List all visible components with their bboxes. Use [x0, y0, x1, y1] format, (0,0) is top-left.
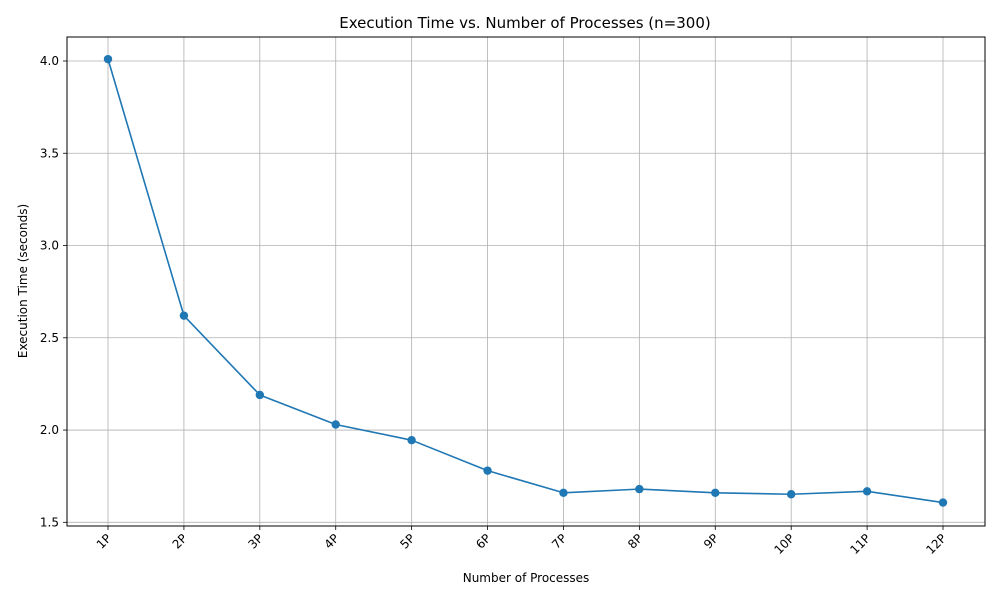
x-tick-label: 8P: [625, 531, 645, 551]
data-point-marker: [483, 466, 492, 475]
x-tick-label: 7P: [549, 531, 569, 551]
series-markers: [103, 54, 948, 507]
x-tick-label: 11P: [847, 531, 873, 557]
data-point-marker: [635, 484, 644, 494]
x-tick-label: 12P: [923, 531, 949, 557]
data-point-marker: [179, 311, 189, 320]
y-tick-label: 2.5: [40, 331, 59, 345]
y-axis-ticks: 1.5 2.0 2.5 3.0 3.5 4.0: [40, 54, 67, 529]
x-tick-label: 9P: [701, 531, 721, 551]
data-point-marker: [559, 488, 568, 497]
x-axis-label: Number of Processes: [463, 571, 590, 585]
x-tick-label: 10P: [771, 531, 797, 557]
x-tick-label: 5P: [397, 531, 417, 551]
y-tick-label: 3.5: [40, 146, 59, 160]
data-point-marker: [255, 390, 265, 400]
data-point-marker: [407, 435, 416, 445]
y-tick-label: 2.0: [40, 423, 59, 437]
series-lines: [107, 58, 944, 504]
data-point-marker: [331, 420, 340, 429]
y-tick-label: 4.0: [40, 54, 59, 68]
x-tick-label: 1P: [94, 531, 114, 551]
x-axis-ticks: 1P 2P 3P 4P 5P 6P 7P 8P 9P 10P 11P 12P: [94, 526, 949, 557]
y-tick-label: 3.0: [40, 239, 59, 253]
y-axis-label: Execution Time (seconds): [16, 204, 30, 358]
plot-area-frame: [66, 36, 986, 527]
grid-lines: [67, 37, 985, 526]
series-line: [107, 58, 944, 504]
y-tick-label: 1.5: [40, 515, 59, 529]
x-tick-label: 2P: [170, 531, 190, 551]
data-point-marker: [711, 488, 720, 497]
chart-title: Execution Time vs. Number of Processes (…: [339, 14, 710, 32]
data-point-marker: [103, 54, 113, 64]
data-point-marker: [862, 487, 872, 496]
data-point-marker: [786, 490, 796, 499]
x-tick-label: 3P: [246, 531, 266, 551]
data-point-marker: [938, 498, 948, 507]
x-tick-label: 4P: [321, 531, 341, 551]
x-tick-label: 6P: [473, 531, 493, 551]
